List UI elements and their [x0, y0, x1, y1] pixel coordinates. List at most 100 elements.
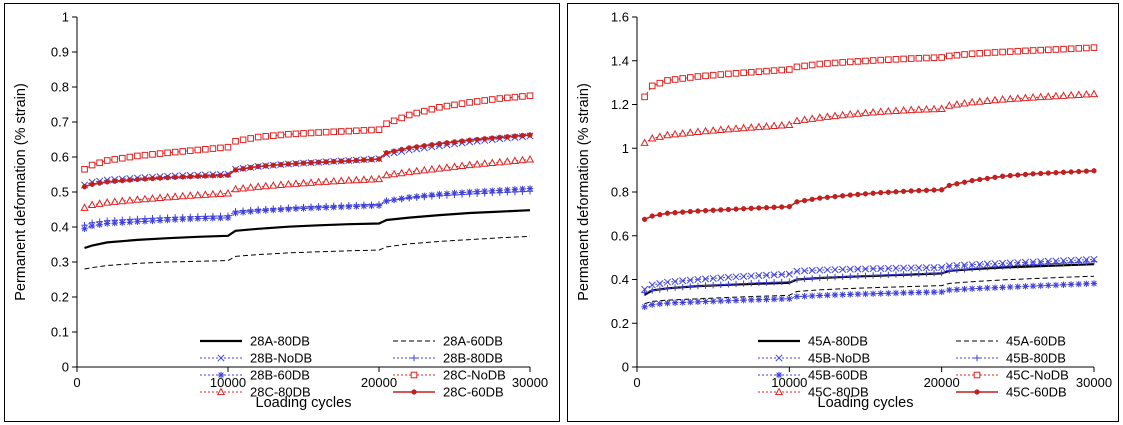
data-point — [216, 189, 225, 197]
legend-marker — [410, 354, 418, 362]
data-point — [465, 160, 474, 169]
data-point — [968, 285, 976, 292]
data-point — [862, 272, 869, 279]
data-point — [97, 180, 103, 186]
data-point — [808, 114, 817, 122]
data-point — [885, 290, 892, 297]
data-point — [961, 51, 968, 58]
data-point — [481, 187, 488, 195]
data-point — [748, 296, 755, 304]
legend-entry: 45C-80DB — [758, 385, 869, 400]
data-point — [87, 200, 97, 209]
data-point — [908, 188, 914, 194]
data-point — [397, 168, 406, 177]
data-point — [285, 205, 292, 213]
data-point — [999, 263, 1006, 270]
data-point — [747, 68, 755, 76]
data-point — [862, 191, 869, 197]
data-point — [1060, 169, 1067, 175]
legend-entry: 28C-NoDB — [393, 368, 506, 383]
data-point — [702, 298, 709, 305]
data-point — [640, 138, 649, 146]
data-point — [300, 205, 307, 212]
data-point — [953, 266, 961, 274]
series-line — [84, 209, 531, 250]
data-point — [945, 101, 954, 109]
data-point — [459, 138, 465, 144]
data-point — [1075, 259, 1082, 266]
data-point — [976, 260, 984, 268]
data-point — [270, 132, 277, 139]
data-point — [1060, 45, 1067, 53]
data-point — [717, 71, 725, 78]
data-point — [1045, 170, 1051, 176]
data-point — [754, 122, 764, 131]
data-point — [649, 213, 655, 219]
legend-marker — [973, 371, 981, 379]
data-point — [254, 182, 263, 190]
data-point — [778, 66, 786, 74]
data-point — [186, 191, 195, 199]
data-point — [232, 167, 239, 173]
data-point — [119, 219, 126, 226]
data-point — [231, 184, 240, 193]
data-point — [793, 267, 801, 275]
data-point — [725, 206, 732, 213]
data-point — [345, 203, 352, 210]
data-point — [687, 283, 694, 290]
legend-entry: 45A-80DB — [758, 334, 868, 349]
data-point — [353, 203, 360, 210]
x-tick-label: 10000 — [771, 375, 807, 390]
data-point — [414, 144, 420, 150]
data-point — [755, 296, 763, 303]
data-point — [1037, 46, 1044, 54]
data-point — [1067, 281, 1075, 288]
data-point — [908, 289, 915, 296]
y-tick-label: 0.4 — [51, 220, 69, 235]
data-point — [307, 204, 315, 212]
data-point — [808, 266, 816, 275]
data-point — [1089, 89, 1099, 98]
data-point — [840, 193, 846, 199]
data-point — [300, 130, 307, 137]
data-point — [808, 292, 816, 300]
y-tick-label: 1.2 — [611, 97, 629, 112]
data-point — [968, 50, 976, 58]
data-point — [718, 207, 724, 213]
data-point — [103, 198, 112, 206]
data-point — [451, 101, 458, 109]
data-point — [315, 204, 322, 211]
data-point — [679, 283, 686, 291]
data-point — [664, 285, 671, 292]
y-tick-label: 0.7 — [51, 115, 69, 130]
data-point — [1052, 46, 1060, 53]
data-point — [877, 56, 885, 64]
data-point — [239, 136, 247, 144]
data-point — [915, 270, 923, 277]
series-line — [84, 235, 531, 270]
series-28B-60DB — [81, 185, 534, 232]
data-point — [762, 122, 771, 130]
data-point — [885, 271, 892, 279]
legend-label: 28C-60DB — [443, 385, 504, 400]
chart-panel-45: 0 0.2 0.4 0.6 0.8 1 1.2 1.4 1.6 0 10000 20000 30000 L… — [567, 3, 1119, 422]
data-point — [148, 194, 157, 202]
y-tick-label: 1.4 — [611, 53, 629, 68]
data-point — [695, 208, 701, 214]
data-point — [510, 156, 520, 164]
legend-marker — [216, 387, 226, 396]
data-point — [96, 221, 103, 228]
data-point — [103, 157, 111, 164]
data-point — [892, 56, 900, 63]
data-point — [330, 128, 337, 136]
data-point — [140, 194, 150, 203]
data-point — [884, 264, 892, 272]
data-point — [679, 75, 687, 82]
data-point — [368, 156, 375, 163]
data-point — [180, 174, 186, 180]
data-point — [748, 205, 754, 212]
data-point — [187, 173, 193, 180]
data-point — [900, 188, 907, 194]
data-point — [194, 215, 201, 222]
data-point — [134, 218, 141, 225]
